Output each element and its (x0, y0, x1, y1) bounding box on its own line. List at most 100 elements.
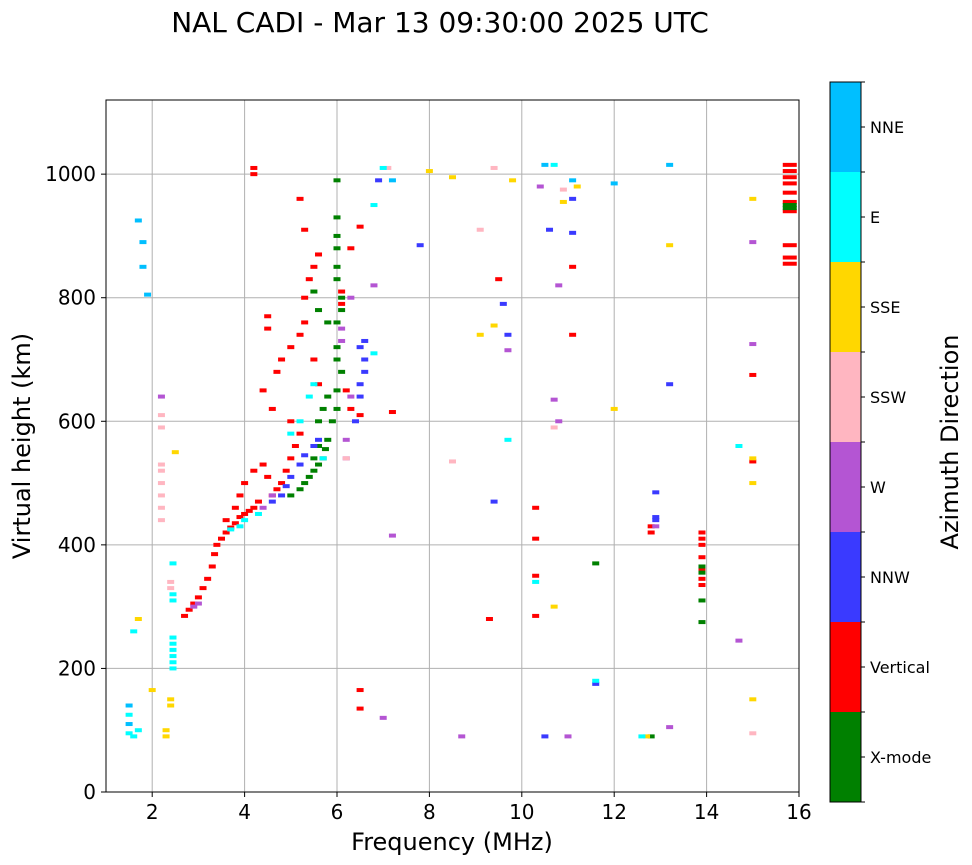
colorbar-tick-label: NNW (870, 568, 910, 587)
echo-point (592, 561, 600, 566)
echo-point (782, 255, 797, 260)
echo-point (333, 357, 341, 362)
echo-point (194, 595, 202, 600)
echo-point (379, 715, 387, 720)
echo-point (125, 731, 133, 736)
echo-point (241, 481, 249, 486)
echo-point (564, 734, 572, 739)
x-tick-label: 12 (601, 800, 626, 824)
echo-point (310, 264, 318, 269)
echo-point (157, 394, 165, 399)
echo-point (296, 196, 304, 201)
colorbar-tick-label: SSE (870, 298, 900, 317)
plot-area (105, 99, 800, 793)
echo-point (647, 734, 655, 739)
echo-point (169, 647, 177, 652)
echo-point (250, 505, 258, 510)
echo-point (278, 493, 286, 498)
colorbar-segment (830, 442, 861, 532)
echo-point (569, 264, 577, 269)
echo-point (315, 419, 323, 424)
echo-point (310, 456, 318, 461)
y-tick-label: 400 (58, 533, 96, 557)
echo-point (315, 437, 323, 442)
echo-point (361, 338, 369, 343)
echo-point (541, 734, 549, 739)
echo-point (310, 444, 318, 448)
echo-point (458, 734, 466, 739)
colorbar-tick-label: NNE (870, 118, 904, 137)
echo-point (490, 165, 498, 170)
echo-point (321, 447, 329, 452)
echo-point (735, 444, 743, 448)
echo-point (388, 410, 396, 415)
echo-point (287, 474, 295, 479)
echo-point (157, 462, 165, 467)
echo-point (333, 277, 341, 282)
echo-point (301, 227, 309, 232)
echo-point (698, 536, 706, 541)
echo-point (735, 638, 743, 643)
echo-point (162, 734, 170, 739)
echo-point (268, 499, 276, 504)
echo-point (698, 542, 706, 547)
echo-point (169, 561, 177, 566)
series-sse (134, 169, 757, 739)
echo-point (782, 199, 797, 204)
echo-point (749, 240, 757, 245)
echo-point (287, 493, 295, 498)
echo-point (509, 178, 517, 183)
echo-point (550, 397, 558, 402)
echo-point (315, 382, 323, 387)
echo-point (157, 518, 165, 523)
echo-point (638, 734, 646, 739)
echo-point (241, 511, 249, 516)
echo-point (134, 218, 142, 223)
echo-point (698, 564, 706, 569)
echo-point (698, 530, 706, 535)
echo-point (573, 184, 581, 189)
y-axis-ticks: 0 200 400 600 800 1000 (45, 162, 106, 804)
echo-point (236, 493, 244, 498)
series-vertical (181, 162, 797, 711)
echo-point (550, 162, 558, 167)
echo-point (171, 450, 179, 455)
echo-point (169, 660, 177, 665)
echo-point (333, 388, 341, 393)
echo-point (375, 178, 383, 183)
echo-point (169, 666, 177, 671)
x-tick-label: 16 (786, 800, 811, 824)
echo-point (169, 635, 177, 640)
echo-point (476, 332, 484, 337)
echo-point (333, 246, 341, 251)
echo-point (449, 459, 456, 464)
echo-point (157, 413, 165, 418)
echo-point (250, 165, 258, 170)
echo-point (338, 338, 346, 343)
echo-point (167, 579, 175, 584)
echo-point (652, 524, 660, 529)
colorbar-segment (830, 262, 861, 352)
echo-point (782, 162, 797, 167)
x-tick-label: 6 (331, 800, 344, 824)
echo-point (698, 570, 706, 575)
echo-point (204, 576, 212, 581)
echo-point (532, 579, 540, 584)
echo-point (169, 654, 177, 659)
echo-point (749, 731, 757, 736)
grid-lines (106, 100, 800, 793)
echo-point (157, 505, 165, 510)
colorbar-segment (830, 532, 861, 622)
chart-title: NAL CADI - Mar 13 09:30:00 2025 UTC (171, 6, 709, 39)
echo-point (319, 406, 327, 411)
y-tick-label: 200 (58, 656, 96, 680)
echo-point (666, 243, 674, 248)
echo-point (125, 712, 133, 717)
echo-point (338, 369, 346, 374)
echo-point (388, 533, 396, 538)
echo-point (338, 308, 346, 313)
echo-point (236, 515, 244, 520)
echo-point (782, 190, 797, 195)
echo-point (213, 542, 221, 547)
